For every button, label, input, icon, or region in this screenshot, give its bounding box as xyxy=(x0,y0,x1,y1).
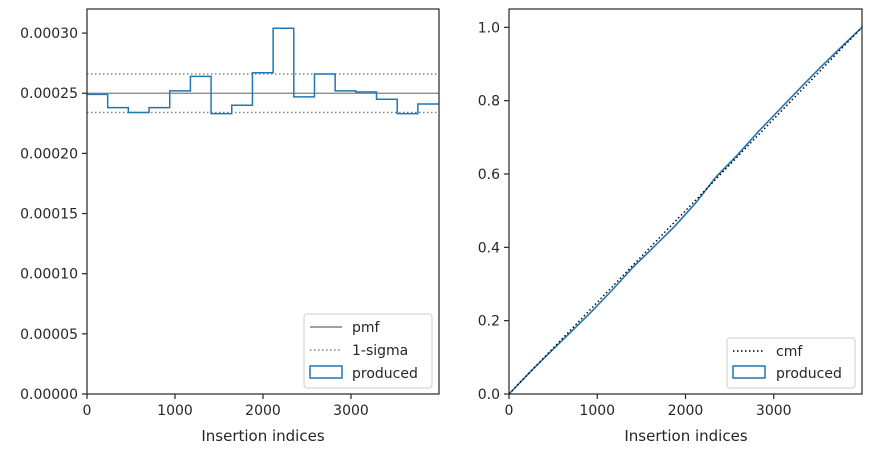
produced-cumulative-line xyxy=(508,26,863,395)
cmf-panel: 0.0 0.2 0.4 0.6 0.8 1.0 0 1000 2000 3000 Inserti… xyxy=(478,8,863,445)
left-y-tick-label-5: 0.00025 xyxy=(20,86,78,102)
right-legend-box xyxy=(726,337,856,389)
left-legend: pmf 1-sigma produced xyxy=(303,313,433,389)
right-axes-frame xyxy=(508,8,863,395)
right-x-tick-label-2: 2000 xyxy=(668,403,704,419)
left-y-tick-label-6: 0.00030 xyxy=(20,26,78,42)
legend-produced-swatch-right xyxy=(732,365,766,379)
left-x-tick-label-0: 0 xyxy=(83,403,92,419)
right-y-tick-label-5: 1.0 xyxy=(478,20,500,36)
left-x-axis: 0 1000 2000 3000 xyxy=(83,394,369,419)
right-legend: cmf produced xyxy=(726,337,856,389)
right-y-axis: 0.0 0.2 0.4 0.6 0.8 1.0 xyxy=(478,20,509,403)
legend-produced-swatch xyxy=(309,365,343,379)
legend-produced-label: produced xyxy=(352,366,418,382)
sigma-lines xyxy=(87,73,439,114)
right-y-tick-label-3: 0.6 xyxy=(478,167,500,183)
right-y-tick-label-0: 0.0 xyxy=(478,387,500,403)
cmf-line xyxy=(508,26,863,395)
left-y-tick-label-1: 0.00005 xyxy=(20,327,78,343)
left-x-axis-label: Insertion indices xyxy=(201,427,324,445)
left-x-tick-label-1: 1000 xyxy=(157,403,193,419)
pmf-histogram-panel: 0.00000 0.00005 0.00010 0.00015 0.00020 0.000… xyxy=(20,8,440,445)
legend-cmf-label: cmf xyxy=(776,344,803,360)
right-x-axis: 0 1000 2000 3000 xyxy=(505,394,792,419)
left-x-tick-label-3: 3000 xyxy=(333,403,369,419)
right-x-axis-label: Insertion indices xyxy=(624,427,747,445)
right-x-tick-label-3: 3000 xyxy=(756,403,792,419)
left-legend-box xyxy=(303,313,433,389)
left-y-tick-label-3: 0.00015 xyxy=(20,207,78,223)
produced-histogram xyxy=(87,27,439,115)
left-y-tick-label-0: 0.00000 xyxy=(20,387,78,403)
left-y-axis: 0.00000 0.00005 0.00010 0.00015 0.00020 0.000… xyxy=(20,26,87,403)
left-y-tick-label-4: 0.00020 xyxy=(20,146,78,162)
right-x-tick-label-1: 1000 xyxy=(579,403,615,419)
legend-pmf-label: pmf xyxy=(352,320,381,336)
right-y-tick-label-2: 0.4 xyxy=(478,240,500,256)
legend-sigma-label: 1-sigma xyxy=(352,343,408,359)
right-y-tick-label-4: 0.8 xyxy=(478,94,500,110)
right-x-tick-label-0: 0 xyxy=(505,403,514,419)
legend-produced-label-right: produced xyxy=(776,366,842,382)
left-x-tick-label-2: 2000 xyxy=(245,403,281,419)
right-y-tick-label-1: 0.2 xyxy=(478,314,500,330)
left-y-tick-label-2: 0.00010 xyxy=(20,267,78,283)
